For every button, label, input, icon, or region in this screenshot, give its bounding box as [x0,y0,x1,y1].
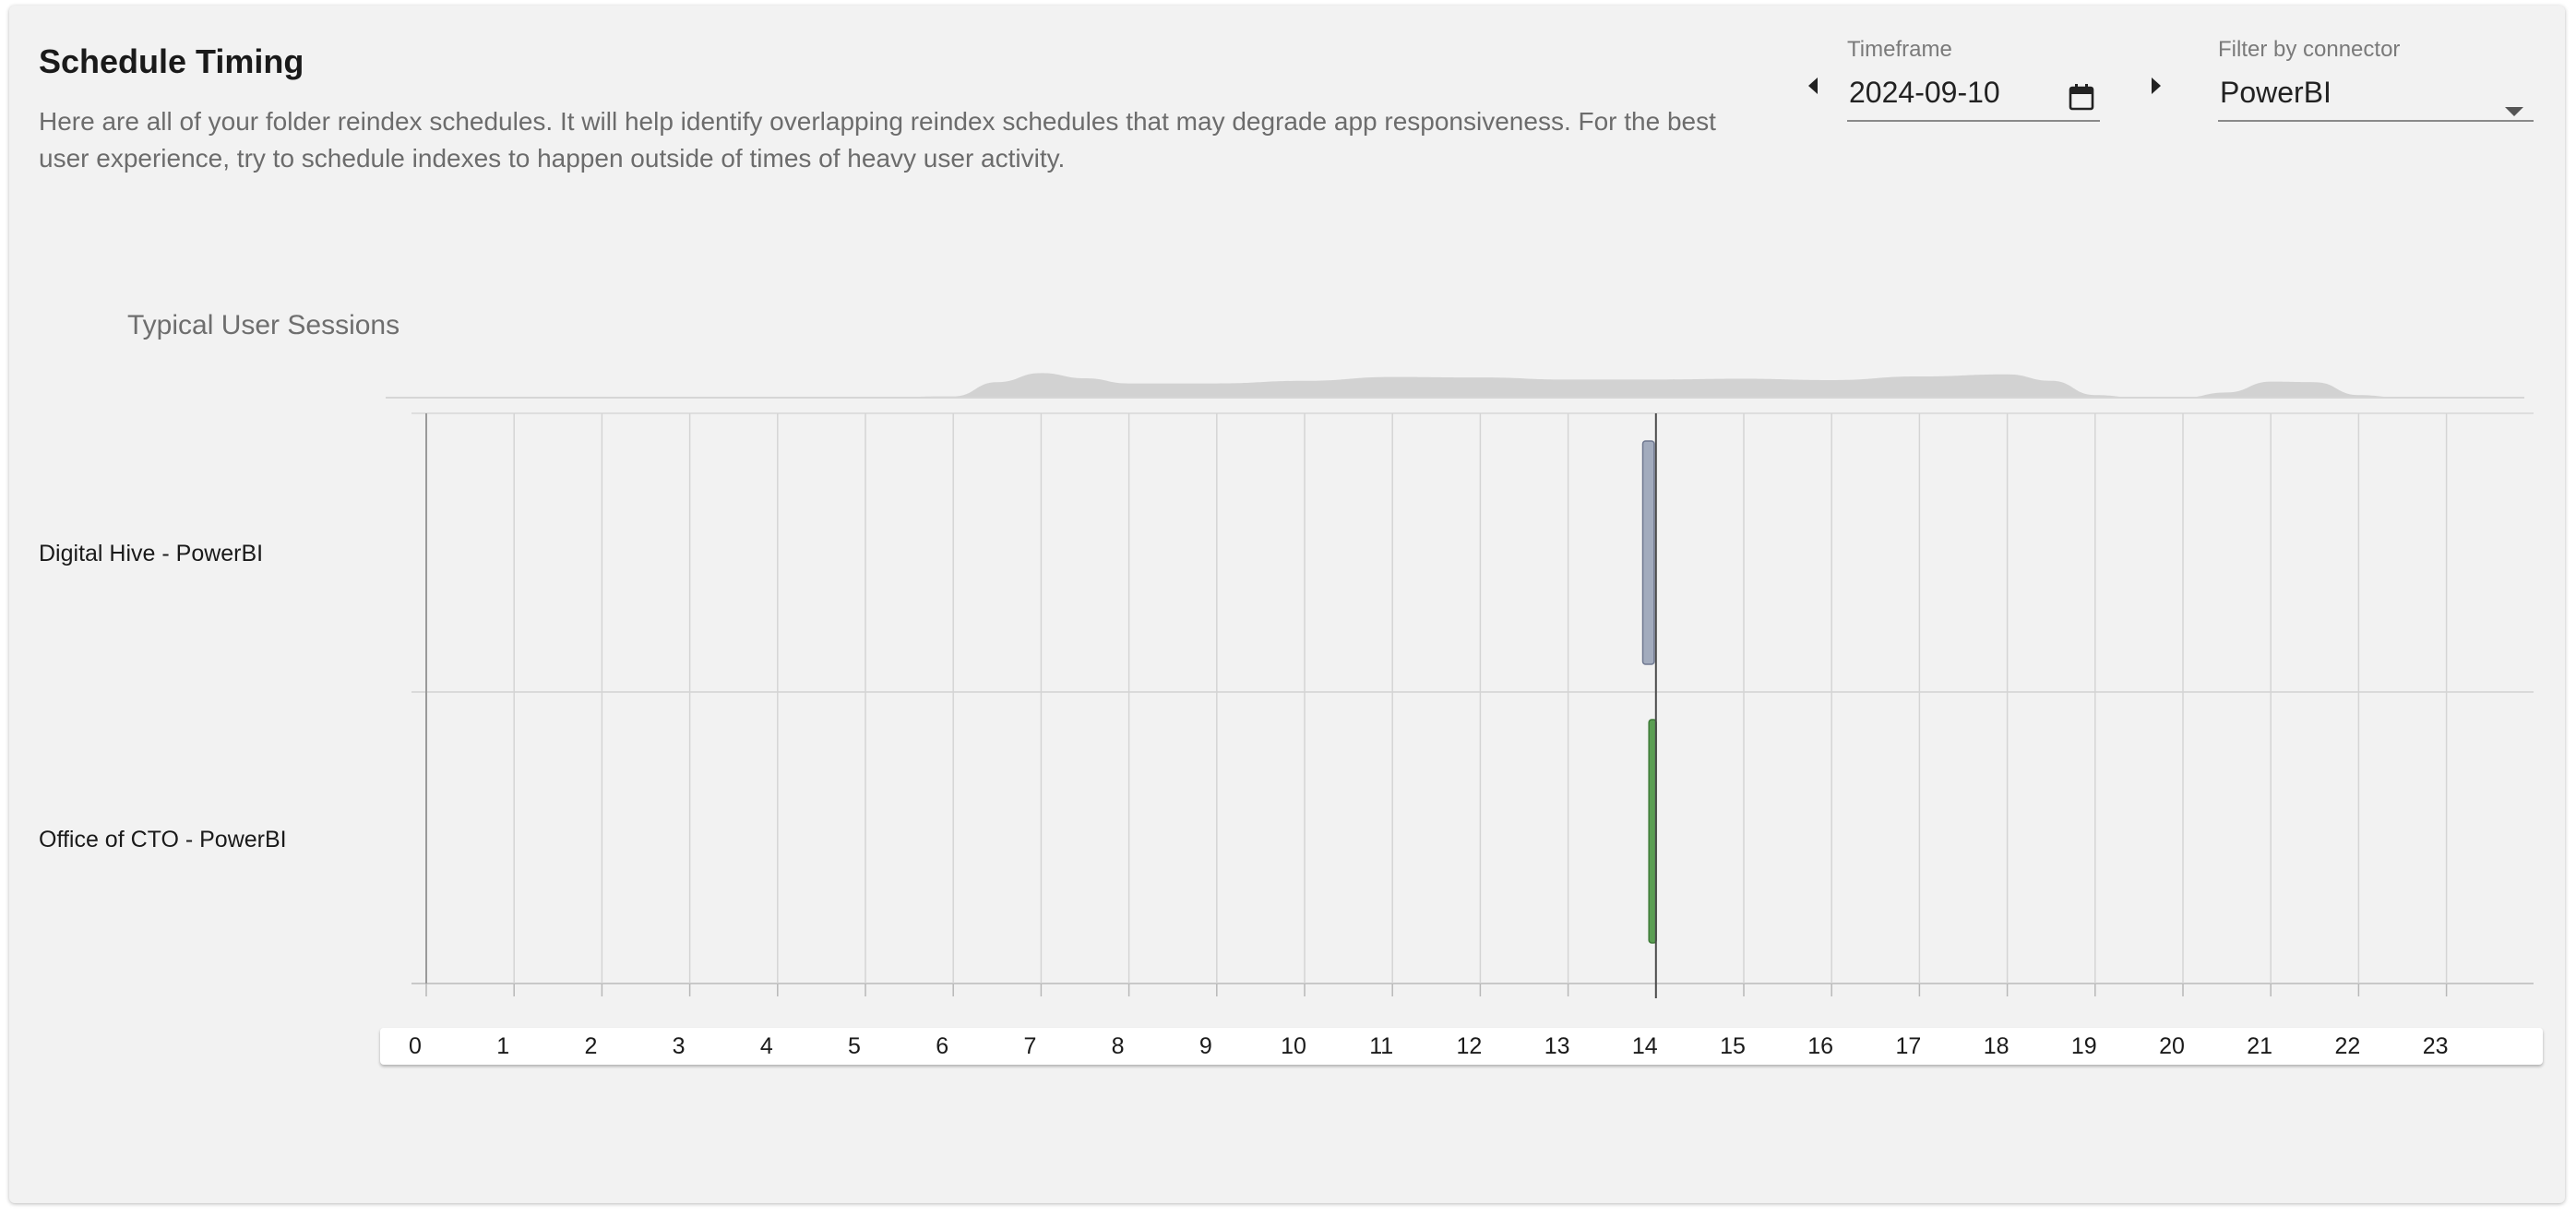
connector-filter-value: PowerBI [2220,76,2332,109]
row-label-office-of-cto: Office of CTO - PowerBI [39,827,287,852]
tick-label-hour-5: 5 [848,1033,861,1059]
row-label-digital-hive: Digital Hive - PowerBI [39,541,264,566]
tick-label-hour-0: 0 [409,1033,422,1059]
tick-label-hour-21: 21 [2247,1033,2273,1059]
typical-user-sessions-title: Typical User Sessions [127,310,400,340]
tick-label-hour-13: 13 [1544,1033,1570,1059]
tick-label-hour-22: 22 [2334,1033,2361,1059]
tick-label-hour-20: 20 [2159,1033,2185,1059]
schedule-timing-card: Schedule Timing Here are all of your fol… [9,6,2565,1203]
caret-left-icon [1808,77,1818,94]
schedule-timeline-chart [386,373,2534,998]
page-description: Here are all of your folder reindex sche… [39,107,1716,173]
connector-filter-select[interactable]: PowerBI [2218,74,2534,122]
tick-label-hour-10: 10 [1281,1033,1306,1059]
tick-label-hour-1: 1 [496,1033,510,1059]
tick-label-hour-6: 6 [936,1033,949,1059]
tick-label-hour-19: 19 [2070,1033,2097,1059]
next-day-button[interactable] [2142,72,2170,100]
tick-label-hour-14: 14 [1631,1033,1658,1059]
tick-label-hour-9: 9 [1199,1033,1212,1059]
session-density-area [426,373,2534,398]
timeframe-value: 2024-09-10 [1849,76,2000,109]
tick-label-hour-17: 17 [1895,1033,1922,1059]
tick-label-hour-3: 3 [672,1033,686,1059]
connector-filter-label: Filter by connector [2218,37,2401,62]
tick-label-hour-4: 4 [759,1033,773,1059]
tick-label-hour-8: 8 [1111,1033,1125,1059]
caret-down-icon [2504,90,2524,125]
calendar-icon[interactable] [2069,83,2094,118]
page-title: Schedule Timing [39,42,304,80]
tick-label-hour-18: 18 [1983,1033,2010,1059]
schedule-bar-digital-hive [1641,440,1655,665]
timeframe-date-input[interactable]: 2024-09-10 [1847,74,2100,122]
timeframe-label: Timeframe [1847,37,1952,62]
tick-label-hour-11: 11 [1369,1033,1394,1059]
caret-right-icon [2152,77,2161,94]
tick-label-hour-7: 7 [1023,1033,1037,1059]
tick-label-hour-16: 16 [1807,1033,1834,1059]
previous-day-button[interactable] [1799,72,1827,100]
tick-label-hour-2: 2 [584,1033,598,1059]
tick-label-hour-23: 23 [2422,1033,2449,1059]
tick-label-hour-15: 15 [1720,1033,1746,1059]
tick-label-hour-12: 12 [1456,1033,1483,1059]
hour-axis: 0 1 2 3 4 5 6 7 8 9 10 11 12 13 14 15 16 17 18 19 20 21 22 23 [380,1028,2543,1065]
